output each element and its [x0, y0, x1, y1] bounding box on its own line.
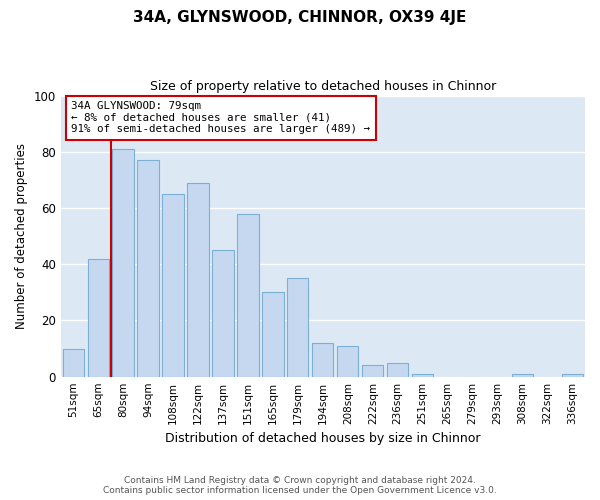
- Text: 34A GLYNSWOOD: 79sqm
← 8% of detached houses are smaller (41)
91% of semi-detach: 34A GLYNSWOOD: 79sqm ← 8% of detached ho…: [71, 101, 370, 134]
- Bar: [362, 366, 383, 376]
- Bar: [88, 258, 109, 376]
- Bar: [512, 374, 533, 376]
- Bar: [238, 214, 259, 376]
- Bar: [287, 278, 308, 376]
- X-axis label: Distribution of detached houses by size in Chinnor: Distribution of detached houses by size …: [165, 432, 481, 445]
- Bar: [312, 343, 334, 376]
- Bar: [562, 374, 583, 376]
- Bar: [262, 292, 284, 376]
- Bar: [412, 374, 433, 376]
- Title: Size of property relative to detached houses in Chinnor: Size of property relative to detached ho…: [150, 80, 496, 93]
- Bar: [387, 362, 409, 376]
- Bar: [337, 346, 358, 376]
- Text: 34A, GLYNSWOOD, CHINNOR, OX39 4JE: 34A, GLYNSWOOD, CHINNOR, OX39 4JE: [133, 10, 467, 25]
- Bar: [112, 149, 134, 376]
- Y-axis label: Number of detached properties: Number of detached properties: [15, 143, 28, 329]
- Bar: [187, 182, 209, 376]
- Text: Contains HM Land Registry data © Crown copyright and database right 2024.
Contai: Contains HM Land Registry data © Crown c…: [103, 476, 497, 495]
- Bar: [137, 160, 158, 376]
- Bar: [62, 348, 84, 376]
- Bar: [212, 250, 233, 376]
- Bar: [163, 194, 184, 376]
